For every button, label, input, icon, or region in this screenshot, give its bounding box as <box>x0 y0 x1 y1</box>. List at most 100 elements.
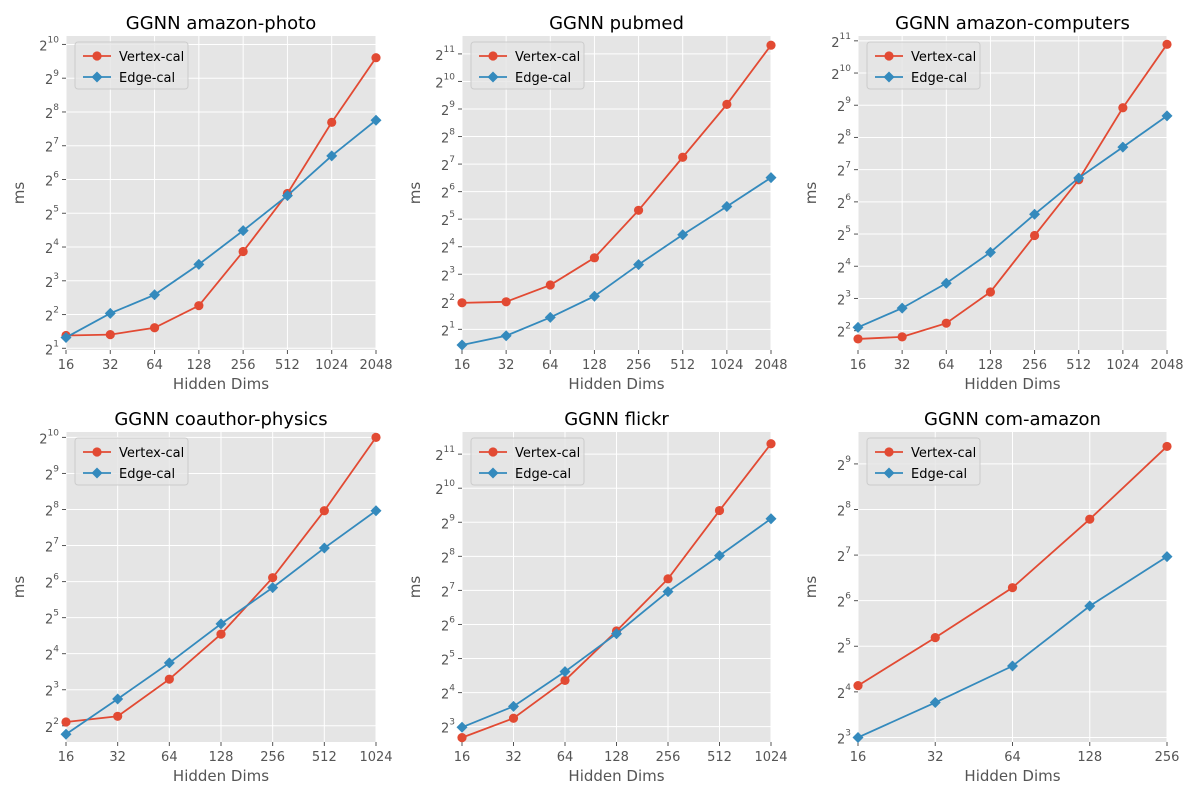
x-tick-label: 128 <box>978 358 1003 373</box>
data-point-vertex-cal <box>113 711 123 721</box>
y-tick-base: 2 <box>435 49 443 64</box>
y-tick-base: 2 <box>45 468 53 483</box>
data-point-edge-cal <box>149 289 161 301</box>
legend-marker-vertex-cal <box>488 447 498 457</box>
y-tick-base: 2 <box>441 242 449 257</box>
data-point-vertex-cal <box>105 330 115 340</box>
y-tick-label: 27 <box>837 161 851 180</box>
data-point-vertex-cal <box>766 439 776 449</box>
legend-label: Edge-cal <box>515 467 571 482</box>
legend-label: Vertex-cal <box>119 446 184 461</box>
legend-marker-vertex-cal <box>488 51 498 61</box>
y-tick-base: 2 <box>45 242 53 257</box>
x-tick-label: 32 <box>505 750 522 765</box>
y-tick-base: 2 <box>45 343 53 358</box>
chart-title: GGNN com-amazon <box>924 409 1101 430</box>
x-tick-label: 16 <box>58 750 75 765</box>
y-tick-label: 29 <box>441 100 455 119</box>
legend-label: Edge-cal <box>911 71 967 86</box>
y-tick-label: 26 <box>45 170 59 189</box>
y-tick-base: 2 <box>837 165 845 180</box>
y-tick-exponent: 10 <box>48 428 60 438</box>
y-tick-base: 2 <box>39 432 47 447</box>
x-tick-label: 32 <box>894 358 911 373</box>
x-tick-label: 32 <box>109 750 126 765</box>
x-tick-label: 2048 <box>1150 358 1183 373</box>
y-tick-base: 2 <box>45 107 53 122</box>
y-tick-label: 26 <box>441 615 455 634</box>
y-tick-label: 26 <box>441 183 455 202</box>
y-tick-exponent: 5 <box>845 637 851 647</box>
chart-title: GGNN amazon-photo <box>126 13 316 34</box>
x-tick-label: 64 <box>146 358 163 373</box>
y-tick-base: 2 <box>441 132 449 147</box>
y-axis-label: ms <box>10 182 28 205</box>
y-tick-label: 28 <box>441 547 455 566</box>
x-tick-label: 32 <box>102 358 119 373</box>
x-axis-label: Hidden Dims <box>173 767 269 785</box>
x-tick-label: 32 <box>927 750 944 765</box>
y-tick-exponent: 10 <box>48 35 60 45</box>
y-tick-base: 2 <box>45 174 53 189</box>
y-tick-exponent: 7 <box>449 155 455 165</box>
y-tick-exponent: 10 <box>840 64 852 74</box>
y-tick-label: 210 <box>435 479 455 498</box>
x-tick-label: 1024 <box>754 750 787 765</box>
data-point-edge-cal <box>237 225 249 237</box>
y-tick-label: 24 <box>441 684 455 703</box>
data-point-edge-cal <box>1117 141 1129 153</box>
legend-label: Edge-cal <box>119 71 175 86</box>
data-point-vertex-cal <box>149 323 160 333</box>
y-tick-exponent: 10 <box>444 72 456 82</box>
y-tick-base: 2 <box>45 577 53 592</box>
y-tick-label: 25 <box>45 204 59 223</box>
y-tick-base: 2 <box>837 293 845 308</box>
y-tick-exponent: 3 <box>845 289 851 299</box>
y-tick-exponent: 1 <box>449 320 455 330</box>
y-tick-base: 2 <box>45 649 53 664</box>
y-tick-exponent: 3 <box>449 265 455 275</box>
y-tick-exponent: 1 <box>53 339 59 349</box>
legend-marker-edge-cal <box>487 467 499 479</box>
y-tick-exponent: 7 <box>845 546 851 556</box>
y-tick-exponent: 4 <box>845 683 851 693</box>
y-tick-base: 2 <box>441 297 449 312</box>
data-point-vertex-cal <box>941 318 951 328</box>
y-tick-label: 24 <box>45 238 59 257</box>
data-point-edge-cal <box>370 505 382 517</box>
data-point-edge-cal <box>662 586 674 598</box>
y-tick-label: 28 <box>45 103 59 122</box>
legend-marker-edge-cal <box>91 71 103 83</box>
data-point-vertex-cal <box>853 680 863 691</box>
data-point-edge-cal <box>326 150 338 162</box>
x-axis-label: Hidden Dims <box>173 375 269 393</box>
y-tick-base: 2 <box>45 721 53 736</box>
data-point-edge-cal <box>267 582 279 594</box>
data-point-vertex-cal <box>766 40 776 50</box>
chart-panel-1: 16 32 64 128 256 512 1024 204821222324252627282… <box>10 13 393 393</box>
y-tick-exponent: 11 <box>444 445 455 455</box>
chart-panel-3: 16 32 64 128 256 512 1024 204822232425262728292… <box>802 13 1184 393</box>
y-tick-exponent: 7 <box>53 137 59 147</box>
y-tick-exponent: 6 <box>53 170 59 180</box>
y-tick-exponent: 4 <box>53 645 59 655</box>
data-point-edge-cal <box>318 542 330 554</box>
y-tick-label: 21 <box>45 339 59 358</box>
legend-label: Edge-cal <box>515 71 571 86</box>
y-tick-exponent: 6 <box>845 592 851 602</box>
y-tick-base: 2 <box>837 197 845 212</box>
y-tick-exponent: 3 <box>53 272 59 282</box>
y-tick-exponent: 11 <box>444 45 455 55</box>
y-tick-base: 2 <box>837 596 845 611</box>
y-tick-label: 27 <box>837 546 851 565</box>
x-tick-label: 512 <box>1066 358 1091 373</box>
y-tick-exponent: 5 <box>53 609 59 619</box>
x-tick-label: 256 <box>260 750 285 765</box>
data-point-vertex-cal <box>508 713 519 723</box>
y-tick-base: 2 <box>39 39 47 54</box>
y-tick-exponent: 5 <box>53 204 59 214</box>
legend-label: Vertex-cal <box>119 50 184 65</box>
y-tick-exponent: 3 <box>449 718 455 728</box>
